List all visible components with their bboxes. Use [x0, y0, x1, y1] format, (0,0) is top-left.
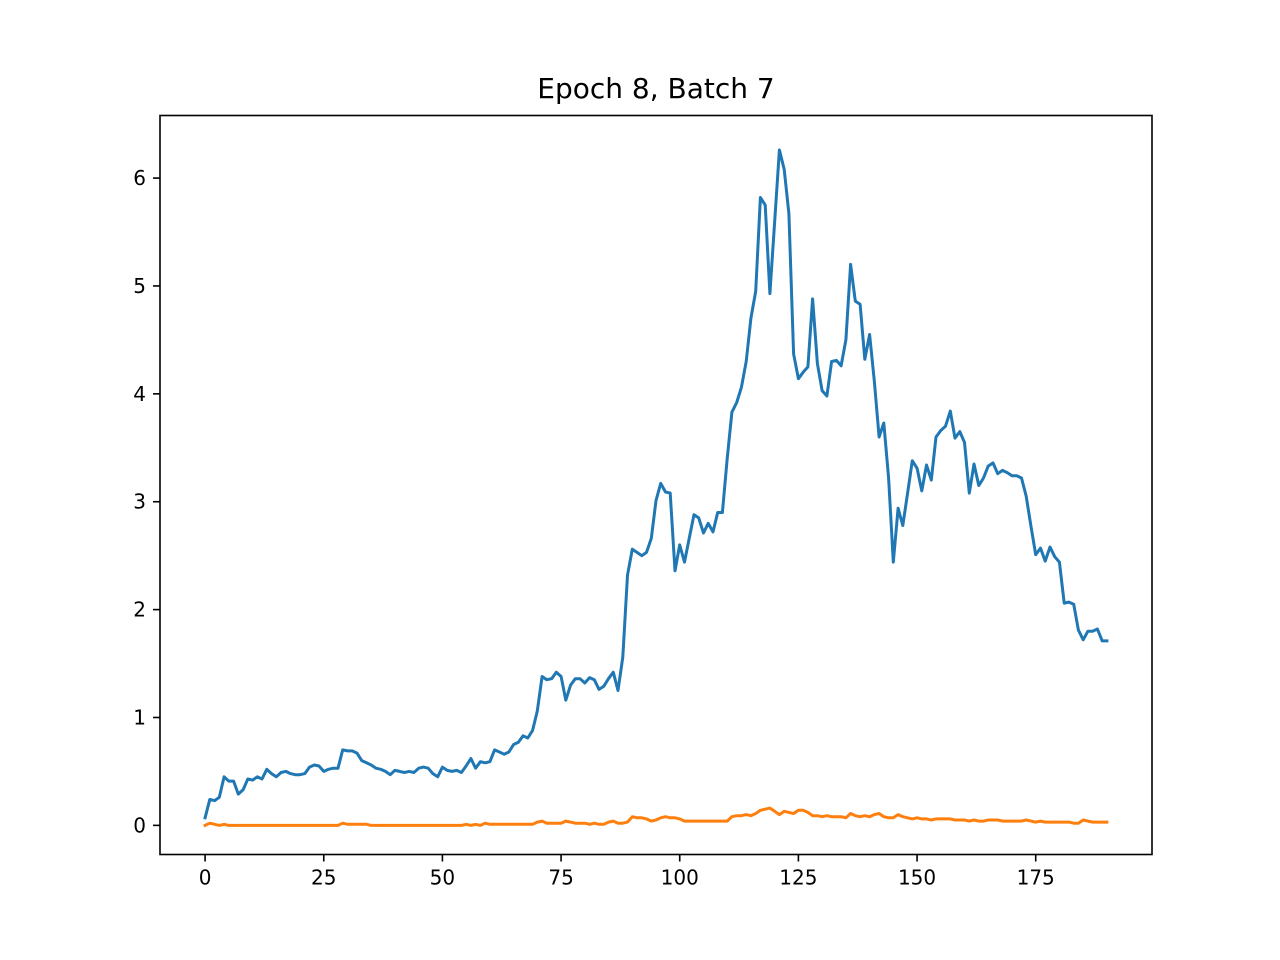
- x-tick-label: 50: [430, 866, 455, 890]
- x-tick-label: 0: [199, 866, 212, 890]
- axes-layer: 0 25 50 75 100 125 150 175 0 1 2 3 4 5 6: [133, 166, 1055, 889]
- y-tick-label: 5: [133, 274, 146, 298]
- y-tick-label: 0: [133, 813, 146, 837]
- y-tick-label: 3: [133, 490, 146, 514]
- series-layer: [203, 148, 1109, 828]
- x-tick-label: 75: [548, 866, 573, 890]
- y-tick-label: 1: [133, 705, 146, 729]
- y-tick-label: 4: [133, 382, 146, 406]
- x-tick-label: 175: [1017, 866, 1055, 890]
- y-tick-label: 6: [133, 166, 146, 190]
- series-line-1: [203, 806, 1109, 828]
- plot-frame: [159, 114, 1153, 856]
- x-tick-label: 25: [311, 866, 336, 890]
- x-tick-label: 125: [779, 866, 817, 890]
- x-tick-label: 100: [661, 866, 699, 890]
- series-line-0: [203, 148, 1109, 820]
- chart-title: Epoch 8, Batch 7: [537, 72, 774, 105]
- x-tick-label: 150: [898, 866, 936, 890]
- y-tick-label: 2: [133, 598, 146, 622]
